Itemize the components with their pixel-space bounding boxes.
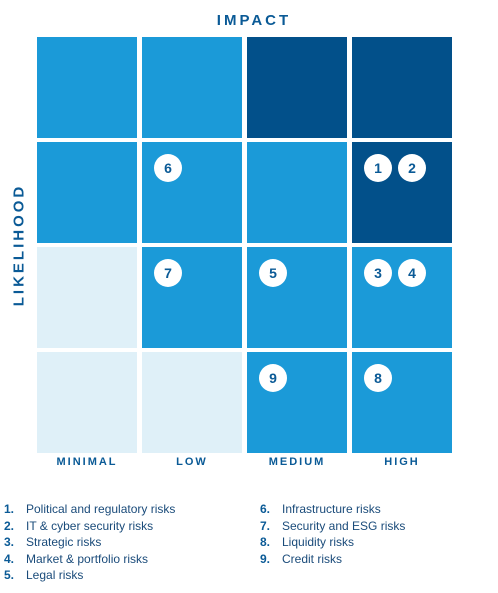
likelihood-axis-title: LIKELIHOOD	[10, 183, 28, 307]
risk-badge: 3	[364, 259, 392, 287]
legend-item: 7. Security and ESG risks	[260, 518, 405, 535]
matrix-cell	[37, 247, 137, 348]
column-label-minimal: MINIMAL	[56, 456, 118, 468]
risk-badge: 1	[364, 154, 392, 182]
legend-item: 1. Political and regulatory risks	[4, 501, 175, 518]
column-label-high: HIGH	[384, 456, 420, 468]
matrix-cell: 6	[142, 142, 242, 243]
matrix-cell	[37, 142, 137, 243]
legend-label: Security and ESG risks	[282, 518, 406, 533]
matrix-cell	[142, 37, 242, 138]
risk-badge: 2	[398, 154, 426, 182]
matrix-cell	[142, 352, 242, 453]
legend-label: Legal risks	[26, 568, 84, 582]
legend-label: Credit risks	[282, 551, 343, 566]
matrix-cell: 5	[247, 247, 347, 348]
legend-number: 6.	[260, 502, 271, 516]
legend-number: 7.	[260, 518, 271, 533]
legend-item: 4. Market & portfolio risks	[4, 551, 175, 568]
risk-badge: 9	[259, 364, 287, 392]
legend-number: 9.	[260, 551, 271, 566]
legend-label: IT & cyber security risks	[26, 518, 154, 533]
legend-number: 3.	[4, 535, 15, 549]
legend-label: Liquidity risks	[282, 535, 355, 549]
risk-badge: 4	[398, 259, 426, 287]
legend-item: 8. Liquidity risks	[260, 534, 405, 551]
matrix-cell	[37, 352, 137, 453]
legend-item: 9. Credit risks	[260, 551, 405, 568]
matrix-cell	[37, 37, 137, 138]
risk-badge: 6	[154, 154, 182, 182]
risk-badge: 5	[259, 259, 287, 287]
legend-item: 3. Strategic risks	[4, 534, 175, 551]
legend-number: 8.	[260, 535, 271, 549]
matrix-cell: 7	[142, 247, 242, 348]
legend-number: 5.	[4, 568, 15, 582]
legend-number: 4.	[4, 551, 15, 566]
risk-badge: 8	[364, 364, 392, 392]
matrix-cell: 9	[247, 352, 347, 453]
legend-number: 1.	[4, 502, 15, 516]
legend-item: 5. Legal risks	[4, 567, 175, 584]
legend-label: Market & portfolio risks	[26, 551, 149, 566]
legend-number: 2.	[4, 518, 15, 533]
column-label-medium: MEDIUM	[268, 456, 326, 468]
legend-label: Infrastructure risks	[282, 502, 381, 516]
risk-badge: 7	[154, 259, 182, 287]
impact-axis-title: IMPACT	[216, 12, 292, 29]
matrix-cell	[352, 37, 452, 138]
risk-legend-right: 6. Infrastructure risks 7. Security and ES…	[260, 501, 405, 567]
legend-label: Strategic risks	[26, 535, 102, 549]
column-label-low: LOW	[176, 456, 208, 468]
risk-legend-left: 1. Political and regulatory risks 2. IT & …	[4, 501, 175, 584]
legend-item: 2. IT & cyber security risks	[4, 518, 175, 535]
matrix-cell	[247, 37, 347, 138]
legend-label: Political and regulatory risks	[26, 502, 176, 516]
matrix-cell: 8	[352, 352, 452, 453]
legend-item: 6. Infrastructure risks	[260, 501, 405, 518]
matrix-cell	[247, 142, 347, 243]
